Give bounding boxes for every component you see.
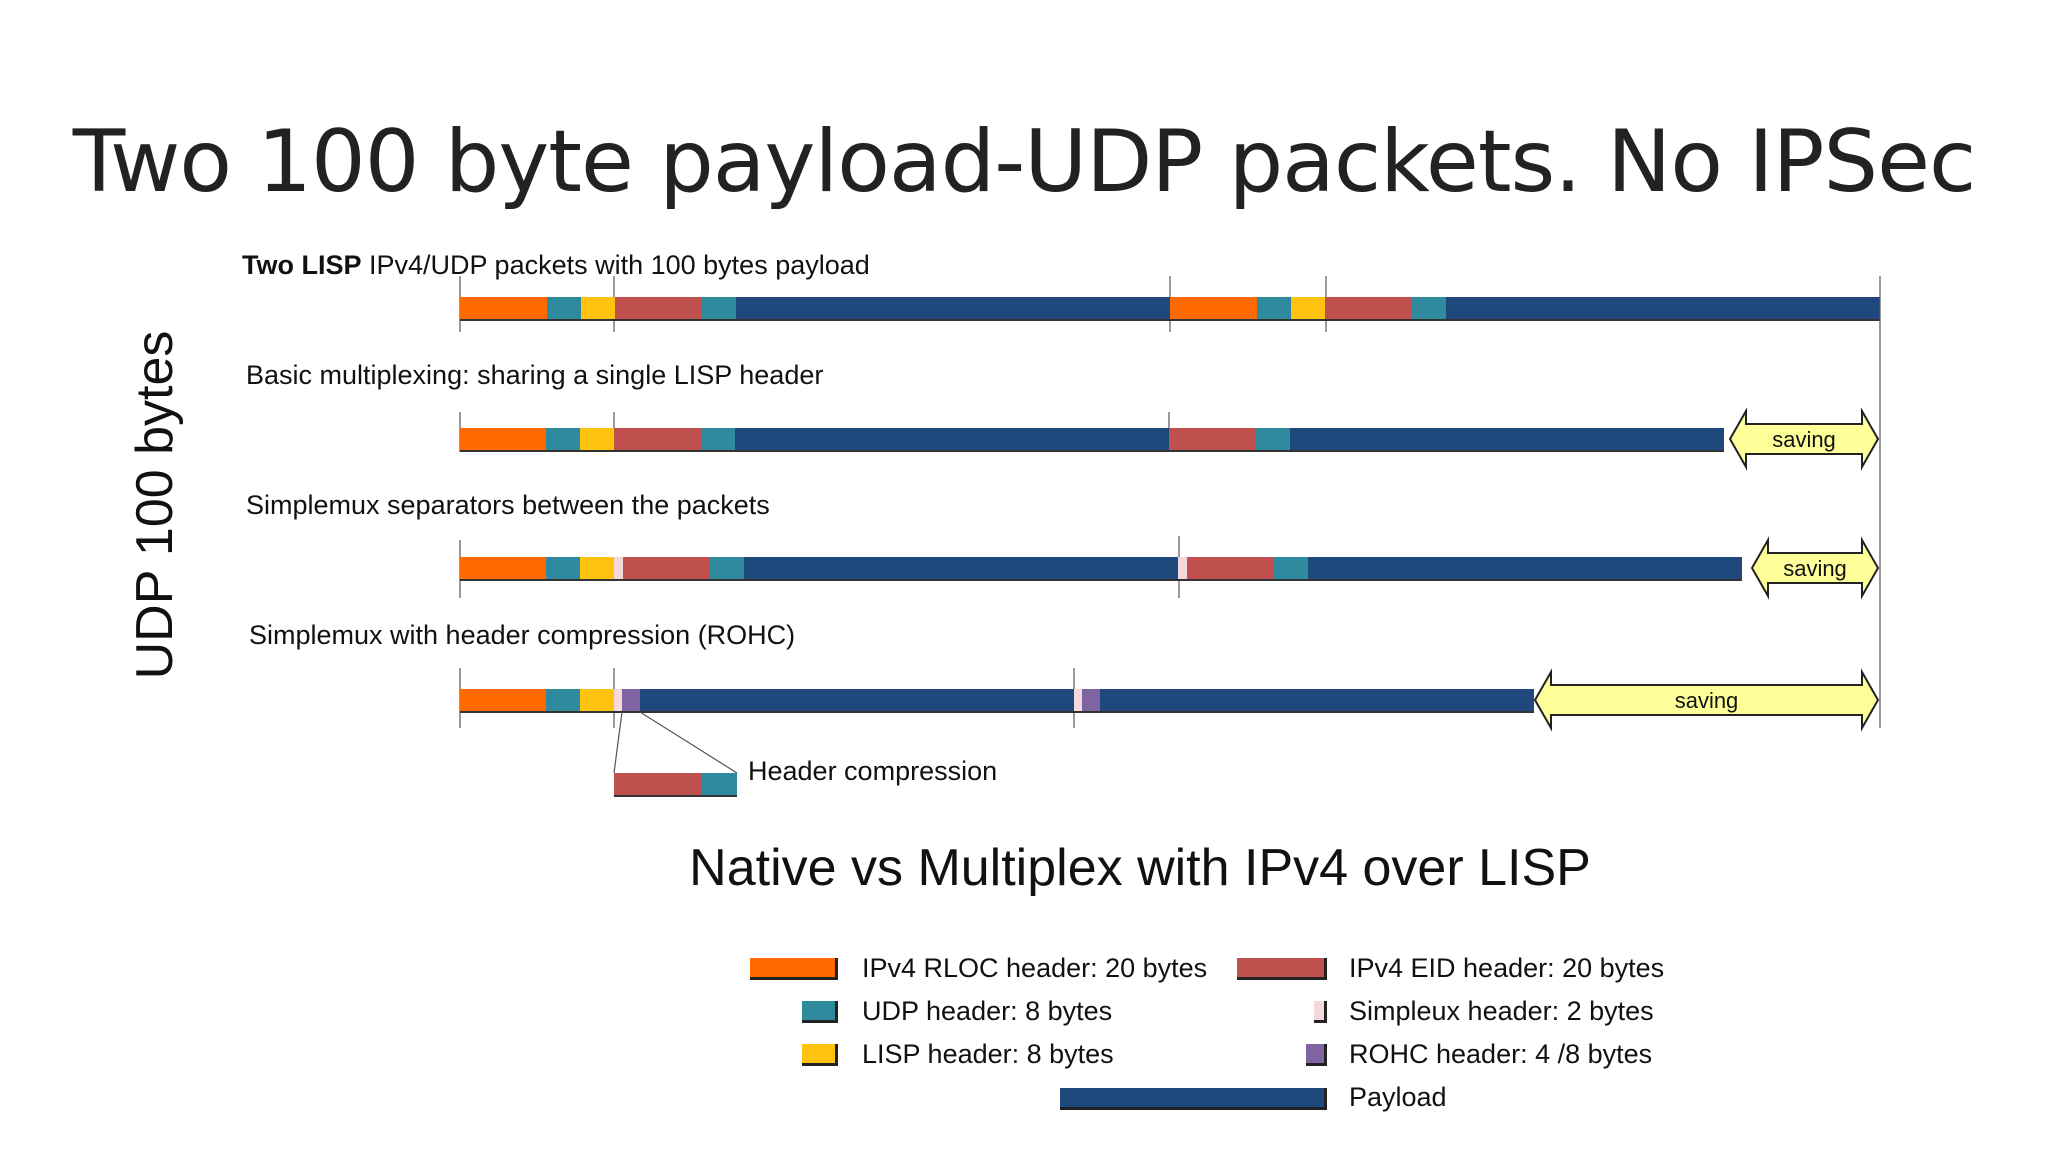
row-4-segment-udp (546, 689, 580, 711)
row-1-segment-lisp (1291, 297, 1325, 319)
header-compression-label: Header compression (748, 756, 998, 786)
row-1-label-rest: IPv4/UDP packets with 100 bytes payload (361, 250, 870, 280)
row-4-segment-simplemux (1074, 689, 1082, 711)
row-4-saving-label: saving (1675, 688, 1739, 713)
row-1-segment-udp (702, 297, 736, 319)
row-1-segment-payload (1446, 297, 1880, 319)
legend-label-payload: Payload (1349, 1082, 1447, 1112)
row-2-segment-payload (1290, 428, 1724, 450)
legend-label-simplemux: Simpleux header: 2 bytes (1349, 996, 1654, 1026)
row-3-segment-ipv4_rloc (460, 557, 546, 579)
row-1-segment-payload (736, 297, 1170, 319)
row-3-segment-ipv4_eid (623, 557, 710, 579)
row-4-segment-lisp (580, 689, 614, 711)
row-1-segment-udp (1412, 297, 1446, 319)
row-1-segment-ipv4_rloc (1170, 297, 1257, 319)
hc-segment-udp (701, 773, 737, 795)
row-1-segment-ipv4_eid (1325, 297, 1412, 319)
diagram-subtitle: Native vs Multiplex with IPv4 over LISP (689, 839, 1591, 897)
row-3-segment-ipv4_eid (1187, 557, 1274, 579)
legend-swatch-payload (1060, 1088, 1327, 1110)
legend-label-lisp: LISP header: 8 bytes (862, 1039, 1114, 1069)
row-3-segment-udp (546, 557, 580, 579)
row-4-segment-ipv4_rloc (460, 689, 546, 711)
row-4-saving-arrow (1533, 668, 1880, 732)
row-1-segment-lisp (581, 297, 615, 319)
row-2-segment-ipv4_rloc (460, 428, 546, 450)
legend-label-ipv4-eid: IPv4 EID header: 20 bytes (1349, 953, 1665, 983)
row-4-segment-rohc (622, 689, 640, 711)
legend-swatch-ipv4-eid (1237, 958, 1327, 980)
row-3-segment-udp (1274, 557, 1308, 579)
legend-label-rohc: ROHC header: 4 /8 bytes (1349, 1039, 1653, 1069)
legend-swatch-rohc (1306, 1044, 1327, 1066)
row-2-segment-payload (735, 428, 1169, 450)
hc-connector-left (613, 711, 623, 774)
row-3-segment-payload (1308, 557, 1742, 579)
row-2-segment-ipv4_eid (1169, 428, 1256, 450)
row-4-segment-rohc (1082, 689, 1100, 711)
row-3-segment-simplemux (1178, 557, 1187, 579)
row-1-segment-ipv4_eid (615, 297, 702, 319)
slide-title: Two 100 byte payload-UDP packets. No IPS… (72, 112, 1977, 212)
legend-label-udp: UDP header: 8 bytes (862, 996, 1113, 1026)
row-3-segment-udp (710, 557, 744, 579)
row-2-segment-udp (546, 428, 580, 450)
row-3-saving-label: saving (1783, 556, 1847, 581)
legend-swatch-simplemux (1314, 1001, 1327, 1023)
row-3-segment-simplemux (614, 557, 623, 579)
row-2-saving-label: saving (1772, 427, 1836, 452)
row-4-segment-payload (1100, 689, 1534, 711)
row-3-saving-arrow (1750, 536, 1880, 600)
row-2-saving-arrow (1728, 407, 1880, 471)
row-3-segment-payload (744, 557, 1178, 579)
row-1-segment-udp (1257, 297, 1291, 319)
row-4-segment-payload (640, 689, 1074, 711)
row-3-segment-lisp (580, 557, 614, 579)
row-2-segment-udp (1256, 428, 1290, 450)
row-2-segment-ipv4_eid (614, 428, 701, 450)
row-4-label: Simplemux with header compression (ROHC) (249, 620, 796, 650)
legend-swatch-ipv4-rloc (750, 958, 838, 980)
row-4-segment-simplemux (614, 689, 622, 711)
row-2-segment-udp (701, 428, 735, 450)
row-2-segment-lisp (580, 428, 614, 450)
hc-segment-ipv4-eid (614, 773, 701, 795)
row-1-segment-ipv4_rloc (460, 297, 547, 319)
row-1-segment-udp (547, 297, 581, 319)
legend-swatch-lisp (802, 1044, 838, 1066)
legend-swatch-udp (802, 1001, 838, 1023)
row-3-label: Simplemux separators between the packets (246, 490, 770, 520)
legend-label-ipv4-rloc: IPv4 RLOC header: 20 bytes (862, 953, 1208, 983)
row-2-label: Basic multiplexing: sharing a single LIS… (246, 360, 824, 390)
hc-connector-right (639, 711, 738, 774)
row-1-label-bold: Two LISP (242, 250, 362, 280)
row-1-label: Two LISP IPv4/UDP packets with 100 bytes… (242, 250, 870, 281)
